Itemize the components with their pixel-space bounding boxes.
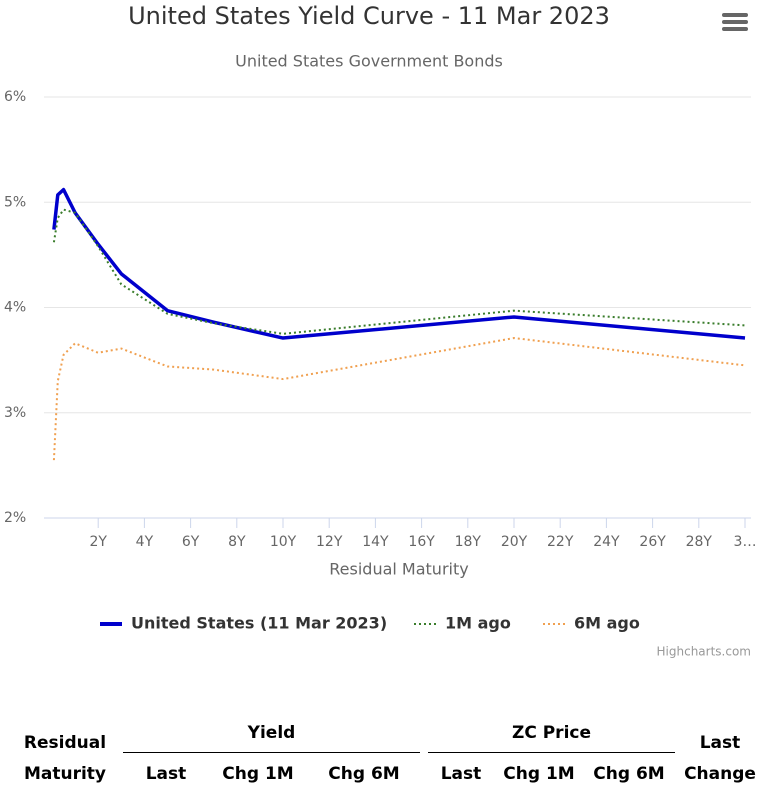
y-tick-label: 5% — [4, 194, 26, 210]
table-header: Residual Maturity — [23, 733, 107, 784]
x-tick-label: 16Y — [408, 534, 435, 550]
legend-label: United States (11 Mar 2023) — [131, 614, 387, 633]
x-tick-label: 28Y — [686, 534, 713, 550]
table-header: Yield — [247, 723, 296, 743]
series-line — [52, 187, 746, 340]
chart: United States Yield Curve - 11 Mar 2023 … — [4, 2, 757, 659]
header-rule — [123, 752, 420, 753]
x-tick-label: 14Y — [362, 534, 389, 550]
table-subheader: Last — [145, 764, 187, 784]
x-tick-label: 2Y — [89, 534, 107, 550]
chart-title: United States Yield Curve - 11 Mar 2023 — [128, 2, 610, 30]
menu-bar — [722, 20, 748, 24]
x-tick-label: 8Y — [228, 534, 246, 550]
series-line — [52, 208, 746, 335]
y-tick-label: 6% — [4, 89, 26, 105]
y-tick-label: 2% — [4, 510, 26, 526]
x-tick-label: 3… — [734, 534, 757, 550]
legend-item[interactable]: 6M ago — [543, 614, 640, 633]
table-subheader: Chg 1M — [222, 764, 294, 784]
chart-subtitle: United States Government Bonds — [235, 52, 503, 71]
x-tick-label: 4Y — [136, 534, 154, 550]
x-tick-label: 20Y — [501, 534, 528, 550]
x-axis-label: Residual Maturity — [329, 560, 468, 579]
y-tick-label: 4% — [4, 300, 26, 316]
table-subheader: Last — [440, 764, 482, 784]
table-header: ZC Price — [512, 723, 591, 743]
x-tick-label: 6Y — [182, 534, 200, 550]
x-tick-label: 10Y — [270, 534, 297, 550]
table-subheader: Chg 6M — [328, 764, 400, 784]
menu-bar — [722, 27, 748, 31]
x-tick-label: 24Y — [593, 534, 620, 550]
legend-label: 1M ago — [445, 614, 511, 633]
table-subheader: Chg 6M — [593, 764, 665, 784]
legend-item[interactable]: United States (11 Mar 2023) — [100, 614, 387, 633]
menu-bar — [722, 13, 748, 17]
table-subheader: Chg 1M — [503, 764, 575, 784]
series-line — [52, 337, 746, 461]
x-tick-label: 26Y — [639, 534, 666, 550]
menu-button[interactable] — [722, 13, 748, 31]
legend-label: 6M ago — [574, 614, 640, 633]
x-tick-label: 22Y — [547, 534, 574, 550]
x-tick-label: 12Y — [316, 534, 343, 550]
legend-item[interactable]: 1M ago — [414, 614, 511, 633]
credits[interactable]: Highcharts.com — [657, 645, 751, 659]
table-header: Last Change — [684, 733, 756, 784]
header-rule — [428, 752, 675, 753]
x-tick-label: 18Y — [455, 534, 482, 550]
y-tick-label: 3% — [4, 405, 26, 421]
